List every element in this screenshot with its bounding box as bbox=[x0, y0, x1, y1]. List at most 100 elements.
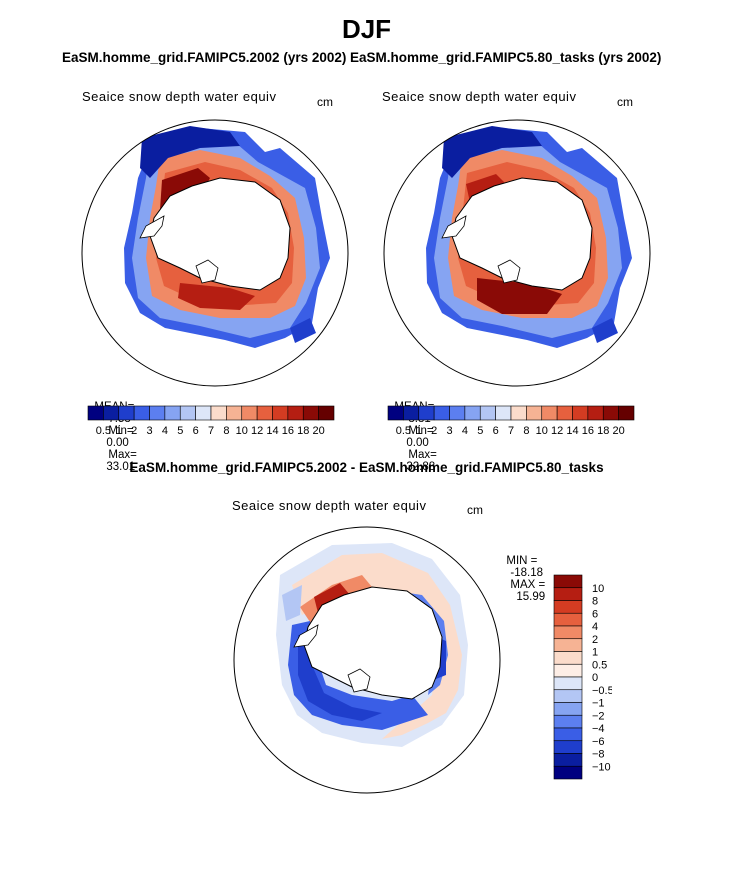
colorbar-swatch bbox=[553, 714, 583, 729]
left-polar-map bbox=[81, 119, 349, 387]
colorbar-swatch bbox=[302, 405, 319, 421]
colorbar-tick-label: 2 bbox=[592, 634, 598, 646]
colorbar-tick-label: 1 bbox=[592, 647, 598, 659]
colorbar-swatch bbox=[526, 405, 543, 421]
colorbar-tick-label: −0.5 bbox=[592, 685, 612, 697]
colorbar-swatch bbox=[164, 405, 181, 421]
colorbar-swatch bbox=[541, 405, 558, 421]
colorbar-swatch bbox=[553, 702, 583, 716]
colorbar-tick-label: 1 bbox=[416, 425, 422, 437]
diff-field-title: Seaice snow depth water equiv bbox=[232, 498, 427, 513]
colorbar-swatch bbox=[553, 740, 583, 754]
colorbar-swatch bbox=[464, 405, 481, 421]
colorbar-tick-label: −6 bbox=[592, 736, 605, 748]
right-field-title: Seaice snow depth water equiv bbox=[382, 89, 577, 104]
colorbar-swatch bbox=[272, 405, 289, 421]
colorbar-tick-label: 4 bbox=[462, 425, 468, 437]
colorbar-swatch bbox=[433, 405, 450, 421]
right-units: cm bbox=[617, 95, 633, 109]
colorbar-tick-label: 7 bbox=[208, 425, 214, 437]
diff-polar-map bbox=[233, 526, 501, 794]
colorbar-swatch bbox=[87, 405, 104, 421]
diff-range: MIN = -18.18 MAX = 15.99 bbox=[506, 555, 546, 603]
colorbar-tick-label: 12 bbox=[251, 425, 263, 437]
colorbar-swatch bbox=[553, 651, 583, 665]
left-units: cm bbox=[317, 95, 333, 109]
colorbar-swatch bbox=[618, 405, 635, 421]
colorbar-tick-label: 20 bbox=[613, 425, 625, 437]
colorbar-tick-label: 4 bbox=[162, 425, 168, 437]
colorbar-swatch bbox=[602, 405, 619, 421]
antarctica-outline bbox=[303, 586, 443, 700]
colorbar-tick-label: 6 bbox=[193, 425, 199, 437]
colorbar-swatch bbox=[510, 405, 527, 421]
colorbar-swatch bbox=[195, 405, 212, 421]
colorbar-swatch bbox=[103, 405, 120, 421]
colorbar-tick-label: 6 bbox=[493, 425, 499, 437]
left-field-title: Seaice snow depth water equiv bbox=[82, 89, 277, 104]
colorbar-swatch bbox=[553, 587, 583, 601]
colorbar-tick-label: 7 bbox=[508, 425, 514, 437]
colorbar-swatch bbox=[553, 600, 583, 614]
colorbar-swatch bbox=[587, 405, 604, 421]
colorbar-tick-label: −1 bbox=[592, 698, 605, 710]
colorbar-swatch bbox=[553, 727, 583, 742]
colorbar-tick-label: 8 bbox=[223, 425, 229, 437]
left-colorbar: 0.5 1 2 3 4 5 6 7 8 10 12 14 16 18 20 bbox=[87, 405, 335, 437]
colorbar-tick-label: 4 bbox=[592, 621, 598, 633]
colorbar-tick-label: 0 bbox=[592, 672, 598, 684]
colorbar-tick-label: 14 bbox=[566, 425, 578, 437]
colorbar-swatch bbox=[449, 405, 466, 421]
colorbar-tick-label: 8 bbox=[523, 425, 529, 437]
antarctic-peninsula bbox=[293, 624, 319, 648]
colorbar-swatch bbox=[179, 405, 196, 421]
colorbar-swatch bbox=[553, 574, 583, 589]
antarctic-peninsula bbox=[139, 215, 165, 239]
colorbar-swatch bbox=[553, 612, 583, 627]
colorbar-tick-label: 0.5 bbox=[396, 425, 411, 437]
colorbar-swatch bbox=[149, 405, 166, 421]
antarctica-outline bbox=[149, 177, 291, 291]
right-polar-map bbox=[383, 119, 651, 387]
colorbar-swatch bbox=[226, 405, 243, 421]
colorbar-tick-label: −8 bbox=[592, 749, 605, 761]
colorbar-tick-label: 10 bbox=[536, 425, 548, 437]
colorbar-swatch bbox=[553, 689, 583, 703]
colorbar-tick-label: 0.5 bbox=[96, 425, 111, 437]
colorbar-swatch bbox=[553, 676, 583, 691]
diff-panel-title: EaSM.homme_grid.FAMIPC5.2002 - EaSM.homm… bbox=[129, 460, 604, 475]
antarctica-outline bbox=[451, 177, 593, 291]
diff-units: cm bbox=[467, 503, 483, 517]
colorbar-swatch bbox=[318, 405, 335, 421]
colorbar-swatch bbox=[553, 663, 583, 678]
colorbar-swatch bbox=[210, 405, 227, 421]
colorbar-tick-label: 10 bbox=[236, 425, 248, 437]
colorbar-swatch bbox=[241, 405, 258, 421]
colorbar-swatch bbox=[553, 765, 583, 780]
colorbar-tick-label: −4 bbox=[592, 723, 605, 735]
colorbar-tick-label: 2 bbox=[131, 425, 137, 437]
colorbar-tick-label: 3 bbox=[446, 425, 452, 437]
colorbar-tick-label: 0.5 bbox=[592, 659, 607, 671]
colorbar-swatch bbox=[418, 405, 435, 421]
colorbar-swatch bbox=[553, 753, 583, 767]
colorbar-swatch bbox=[479, 405, 496, 421]
colorbar-swatch bbox=[256, 405, 273, 421]
colorbar-swatch bbox=[553, 638, 583, 652]
colorbar-tick-label: 16 bbox=[582, 425, 594, 437]
colorbar-tick-label: 18 bbox=[297, 425, 309, 437]
colorbar-tick-label: −2 bbox=[592, 710, 605, 722]
colorbar-tick-label: 18 bbox=[597, 425, 609, 437]
colorbar-tick-label: 10 bbox=[592, 583, 604, 595]
figure-title: DJF bbox=[341, 14, 392, 44]
colorbar-swatch bbox=[553, 625, 583, 640]
colorbar-tick-label: 16 bbox=[282, 425, 294, 437]
colorbar-swatch bbox=[287, 405, 304, 421]
colorbar-tick-label: −10 bbox=[592, 761, 611, 773]
colorbar-swatch bbox=[556, 405, 573, 421]
right-panel-title: EaSM.homme_grid.FAMIPC5.80_tasks (yrs 20… bbox=[350, 50, 662, 65]
colorbar-swatch bbox=[133, 405, 150, 421]
colorbar-tick-label: 2 bbox=[431, 425, 437, 437]
colorbar-swatch bbox=[572, 405, 589, 421]
